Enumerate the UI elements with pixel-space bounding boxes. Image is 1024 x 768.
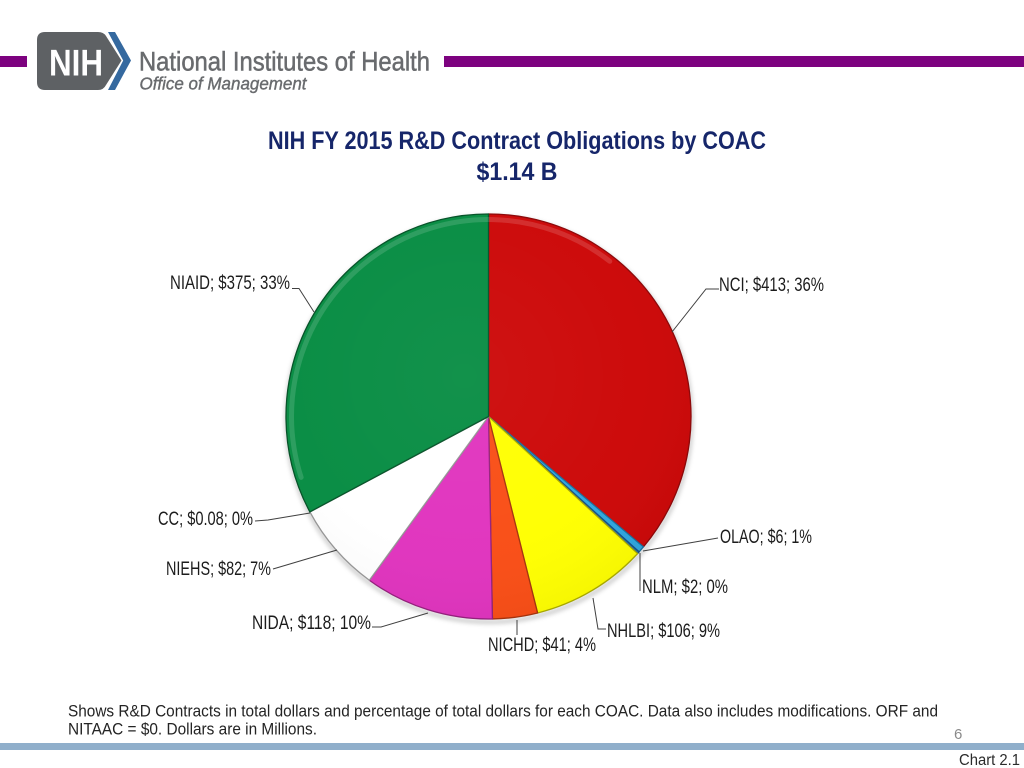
svg-text:NIDA; $118; 10%: NIDA; $118; 10% bbox=[252, 613, 371, 634]
svg-text:OLAO; $6; 1%: OLAO; $6; 1% bbox=[720, 527, 812, 548]
svg-text:Office of Management: Office of Management bbox=[140, 73, 308, 93]
svg-text:NICHD; $41; 4%: NICHD; $41; 4% bbox=[488, 635, 596, 656]
svg-text:NLM; $2; 0%: NLM; $2; 0% bbox=[642, 577, 728, 598]
svg-text:Chart 2.1: Chart 2.1 bbox=[959, 752, 1020, 768]
svg-text:NIH FY 2015 R&D Contract Oblig: NIH FY 2015 R&D Contract Obligations by … bbox=[268, 127, 766, 155]
svg-text:NIH: NIH bbox=[49, 43, 103, 84]
svg-text:NHLBI; $106; 9%: NHLBI; $106; 9% bbox=[607, 621, 720, 642]
svg-text:National Institutes of Health: National Institutes of Health bbox=[139, 47, 430, 77]
svg-text:NCI; $413; 36%: NCI; $413; 36% bbox=[719, 275, 824, 296]
svg-text:$1.14 B: $1.14 B bbox=[477, 158, 558, 186]
svg-text:NIAID; $375; 33%: NIAID; $375; 33% bbox=[170, 273, 290, 294]
svg-text:CC; $0.08; 0%: CC; $0.08; 0% bbox=[158, 509, 253, 530]
svg-text:Shows R&D Contracts in total d: Shows R&D Contracts in total dollars and… bbox=[68, 702, 938, 721]
svg-text:6: 6 bbox=[954, 726, 962, 743]
svg-text:NITAAC = $0. Dollars are in Mi: NITAAC = $0. Dollars are in Millions. bbox=[68, 720, 317, 739]
svg-text:NIEHS; $82; 7%: NIEHS; $82; 7% bbox=[166, 559, 271, 580]
